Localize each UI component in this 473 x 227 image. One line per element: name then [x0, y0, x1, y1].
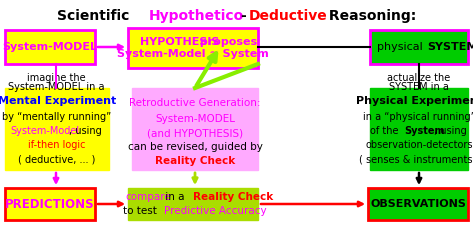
Text: ( senses & instruments ): ( senses & instruments )	[359, 154, 473, 164]
Text: by “mentally running”: by “mentally running”	[2, 112, 112, 122]
Text: Reasoning:: Reasoning:	[324, 9, 416, 23]
Text: (and HYPOTHESIS): (and HYPOTHESIS)	[147, 128, 243, 138]
FancyBboxPatch shape	[370, 30, 468, 64]
Text: System-Model ≈ System: System-Model ≈ System	[117, 49, 269, 59]
FancyBboxPatch shape	[5, 88, 109, 170]
Text: of the: of the	[370, 126, 402, 136]
Text: System-MODEL: System-MODEL	[155, 114, 235, 124]
Text: Reality Check: Reality Check	[155, 156, 235, 166]
Text: Deductive: Deductive	[249, 9, 328, 23]
Text: Hypothetico: Hypothetico	[149, 9, 244, 23]
Text: observation-detectors: observation-detectors	[365, 140, 473, 150]
Text: System-MODEL in a: System-MODEL in a	[8, 82, 104, 92]
Text: System-MODEL: System-MODEL	[2, 42, 97, 52]
Text: imagine the: imagine the	[26, 73, 85, 83]
Text: if-then logic: if-then logic	[28, 140, 86, 150]
Text: Mental Experiment: Mental Experiment	[0, 96, 116, 106]
Text: PREDICTIONS: PREDICTIONS	[5, 197, 95, 210]
Text: , using: , using	[69, 126, 102, 136]
Text: System: System	[404, 126, 445, 136]
Text: System-Model: System-Model	[11, 126, 80, 136]
Text: OBSERVATIONS: OBSERVATIONS	[370, 199, 466, 209]
Text: proposes: proposes	[196, 37, 257, 47]
FancyBboxPatch shape	[128, 188, 258, 220]
Text: ( deductive, ... ): ( deductive, ... )	[18, 154, 96, 164]
Text: Scientific: Scientific	[57, 9, 135, 23]
Text: Reality Check: Reality Check	[193, 192, 273, 202]
Text: to test: to test	[123, 206, 160, 216]
Text: Retroductive Generation:: Retroductive Generation:	[129, 98, 261, 108]
FancyBboxPatch shape	[370, 88, 468, 170]
Text: in a “physical running”: in a “physical running”	[363, 112, 473, 122]
FancyBboxPatch shape	[128, 28, 258, 68]
FancyBboxPatch shape	[368, 188, 468, 220]
Text: SYSTEM in a: SYSTEM in a	[389, 82, 449, 92]
Text: -: -	[241, 9, 246, 23]
Text: Physical Experiment: Physical Experiment	[356, 96, 473, 106]
FancyBboxPatch shape	[5, 30, 95, 64]
Text: HYPOTHESIS: HYPOTHESIS	[140, 37, 219, 47]
Text: , using: , using	[434, 126, 466, 136]
FancyBboxPatch shape	[5, 188, 95, 220]
Text: Predictive Accuracy: Predictive Accuracy	[164, 206, 267, 216]
Text: SYSTEM: SYSTEM	[427, 42, 473, 52]
Text: physical: physical	[377, 42, 427, 52]
Text: in a: in a	[162, 192, 187, 202]
Text: compare: compare	[125, 192, 171, 202]
FancyBboxPatch shape	[132, 88, 258, 170]
Text: can be revised, guided by: can be revised, guided by	[128, 142, 263, 152]
Text: actualize the: actualize the	[387, 73, 451, 83]
